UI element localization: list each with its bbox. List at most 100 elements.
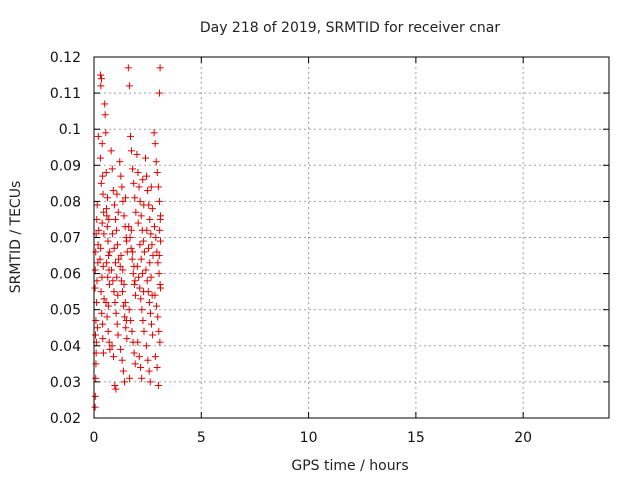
data-point (135, 183, 143, 191)
data-point (136, 241, 144, 249)
data-point (157, 237, 165, 245)
data-point (120, 302, 128, 310)
data-point (122, 324, 130, 332)
data-point (104, 302, 112, 310)
data-point (131, 360, 139, 368)
data-point (91, 392, 99, 400)
data-point (145, 244, 153, 252)
data-point (93, 201, 101, 209)
data-point (144, 288, 152, 296)
data-point (147, 230, 155, 238)
data-point (92, 248, 100, 256)
data-point (106, 345, 114, 353)
data-point (104, 194, 112, 202)
data-point (118, 183, 126, 191)
data-point (125, 223, 133, 231)
data-point (128, 327, 136, 335)
x-tick-label-2: 10 (300, 430, 318, 446)
data-point (134, 219, 142, 227)
data-point (111, 382, 119, 390)
data-point (134, 169, 142, 177)
data-point (142, 342, 150, 350)
data-point (106, 248, 114, 256)
data-point (103, 313, 111, 321)
data-point (115, 255, 123, 263)
data-point (96, 154, 104, 162)
data-point (126, 234, 134, 241)
data-point (142, 266, 150, 274)
data-point (126, 132, 134, 140)
data-point (105, 215, 113, 223)
data-point (143, 226, 151, 234)
data-point (95, 226, 103, 234)
data-point (91, 266, 99, 274)
data-point (140, 248, 148, 256)
data-point (155, 197, 163, 205)
data-point (92, 317, 100, 325)
data-point (138, 270, 146, 278)
data-point (125, 82, 133, 90)
data-point (99, 262, 107, 270)
data-point (151, 140, 159, 148)
data-point (143, 172, 151, 180)
data-point (117, 252, 125, 260)
data-point (139, 176, 147, 184)
data-point (102, 129, 110, 137)
data-point (118, 356, 126, 364)
data-point (109, 277, 117, 285)
data-point (96, 71, 104, 79)
data-point (111, 298, 119, 306)
data-point (121, 313, 129, 321)
data-point (117, 345, 125, 353)
data-point (154, 382, 162, 390)
data-point (108, 230, 116, 238)
data-point (111, 215, 119, 223)
data-point (130, 280, 138, 288)
data-point (117, 277, 125, 285)
data-point (129, 270, 137, 278)
data-point (94, 241, 102, 249)
data-point (105, 338, 113, 346)
data-point (97, 82, 105, 90)
data-point (130, 179, 138, 187)
data-point (105, 252, 113, 260)
data-point (152, 234, 160, 241)
data-point (93, 277, 101, 285)
data-point (123, 237, 131, 245)
data-point (101, 111, 109, 119)
x-tick-label-0: 0 (90, 430, 99, 446)
data-point (110, 201, 118, 209)
data-point (136, 197, 144, 205)
data-point (143, 277, 151, 285)
data-point (125, 306, 133, 314)
data-point (151, 291, 159, 299)
y-tick-label-3: 0.05 (50, 303, 81, 319)
data-point (156, 215, 164, 223)
data-point (152, 158, 160, 166)
data-point (119, 266, 127, 274)
data-point (113, 190, 121, 198)
data-point (99, 349, 107, 357)
data-point (130, 349, 138, 357)
data-point (112, 385, 120, 393)
data-point (93, 324, 101, 332)
data-point (120, 280, 128, 288)
y-tick-label-4: 0.06 (50, 267, 81, 283)
data-point (153, 248, 161, 256)
data-point (146, 378, 154, 386)
data-point (120, 378, 128, 386)
data-point (91, 403, 99, 411)
data-point (137, 295, 145, 303)
data-point (103, 259, 111, 267)
y-tick-label-9: 0.11 (50, 86, 81, 102)
data-point (119, 367, 127, 375)
data-point (100, 295, 108, 303)
data-point (121, 298, 129, 306)
data-point (156, 338, 164, 346)
y-tick-label-5: 0.07 (50, 231, 81, 247)
y-tick-label-1: 0.03 (50, 375, 81, 391)
data-point (138, 306, 146, 314)
data-point (113, 226, 121, 234)
data-point (100, 230, 108, 238)
data-point (148, 320, 156, 328)
